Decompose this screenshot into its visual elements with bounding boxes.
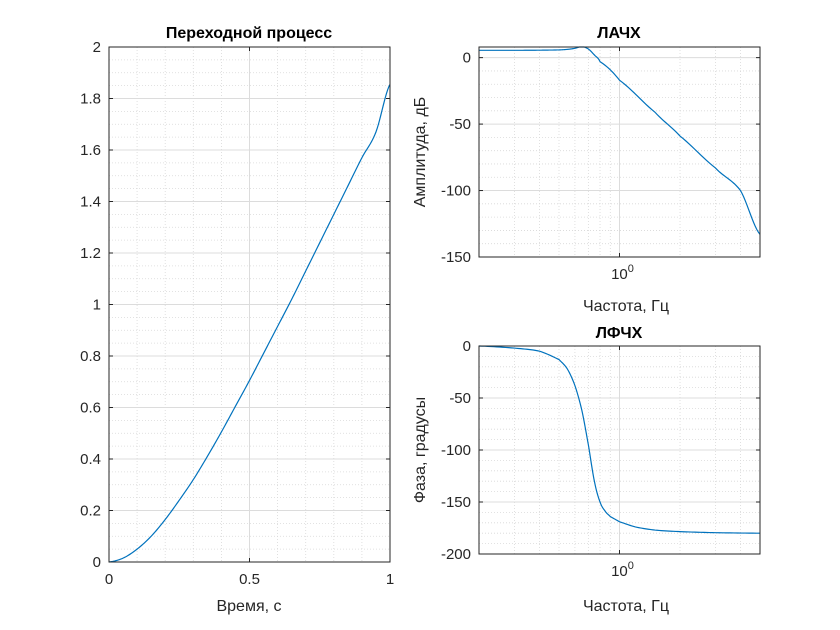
phase-y-tick-label: 0 bbox=[463, 338, 471, 355]
step-y-tick-label: 0.4 bbox=[80, 451, 101, 468]
step-y-tick-label: 1.2 bbox=[80, 245, 101, 262]
mag-series-line bbox=[479, 46, 761, 235]
mag-x-tick-exponent: 0 bbox=[628, 263, 634, 275]
phase-title: ЛФЧХ bbox=[596, 325, 643, 342]
step-x-tick-label: 0.5 bbox=[239, 571, 260, 588]
step-x-tick-label: 0 bbox=[105, 571, 113, 588]
step-y-tick-label: 1 bbox=[93, 297, 101, 314]
phase-xlabel: Частота, Гц bbox=[583, 598, 669, 615]
phase-ylabel: Фаза, градусы bbox=[412, 397, 429, 503]
phase-series-line bbox=[478, 345, 761, 534]
step-y-tick-label: 0.6 bbox=[80, 400, 101, 417]
phase-axes-box bbox=[478, 345, 761, 555]
magnitude-xlabel: Частота, Гц bbox=[583, 298, 669, 315]
step-y-tick-label: 2 bbox=[93, 39, 101, 56]
step-axes-box bbox=[108, 46, 391, 563]
phase-x-tick-exponent: 0 bbox=[628, 560, 634, 572]
step-series-line bbox=[108, 84, 391, 563]
step-response-axes: 0 0.5 1 0 0.2 0.4 0.6 0.8 1 1.2 1.4 1.6 1.8 2 bbox=[80, 39, 394, 588]
mag-y-tick-label: -100 bbox=[441, 183, 471, 200]
magnitude-title: ЛАЧХ bbox=[597, 25, 641, 42]
phase-y-tick-label: -150 bbox=[441, 494, 471, 511]
mag-y-tick-label: -150 bbox=[441, 249, 471, 266]
mag-y-tick-label: -50 bbox=[449, 116, 471, 133]
step-y-tick-label: 0.8 bbox=[80, 348, 101, 365]
step-y-tick-label: 1.4 bbox=[80, 194, 101, 211]
phase-x-tick-label: 100 bbox=[611, 560, 634, 580]
step-y-tick-label: 1.8 bbox=[80, 91, 101, 108]
magnitude-ylabel: Амплитуда, дБ bbox=[412, 97, 429, 208]
step-title: Переходной процесс bbox=[166, 25, 332, 42]
phase-y-tick-label: -200 bbox=[441, 546, 471, 563]
step-xlabel: Время, с bbox=[216, 598, 281, 615]
phase-y-tick-label: -50 bbox=[449, 390, 471, 407]
mag-y-tick-label: 0 bbox=[463, 50, 471, 67]
step-y-tick-label: 0.2 bbox=[80, 503, 101, 520]
step-x-tick-label: 1 bbox=[386, 571, 394, 588]
step-y-tick-label: 0 bbox=[93, 554, 101, 571]
mag-axes-box bbox=[478, 46, 761, 258]
phase-y-tick-label: -100 bbox=[441, 442, 471, 459]
mag-x-tick-label: 100 bbox=[611, 263, 634, 283]
step-y-tick-label: 1.6 bbox=[80, 142, 101, 159]
